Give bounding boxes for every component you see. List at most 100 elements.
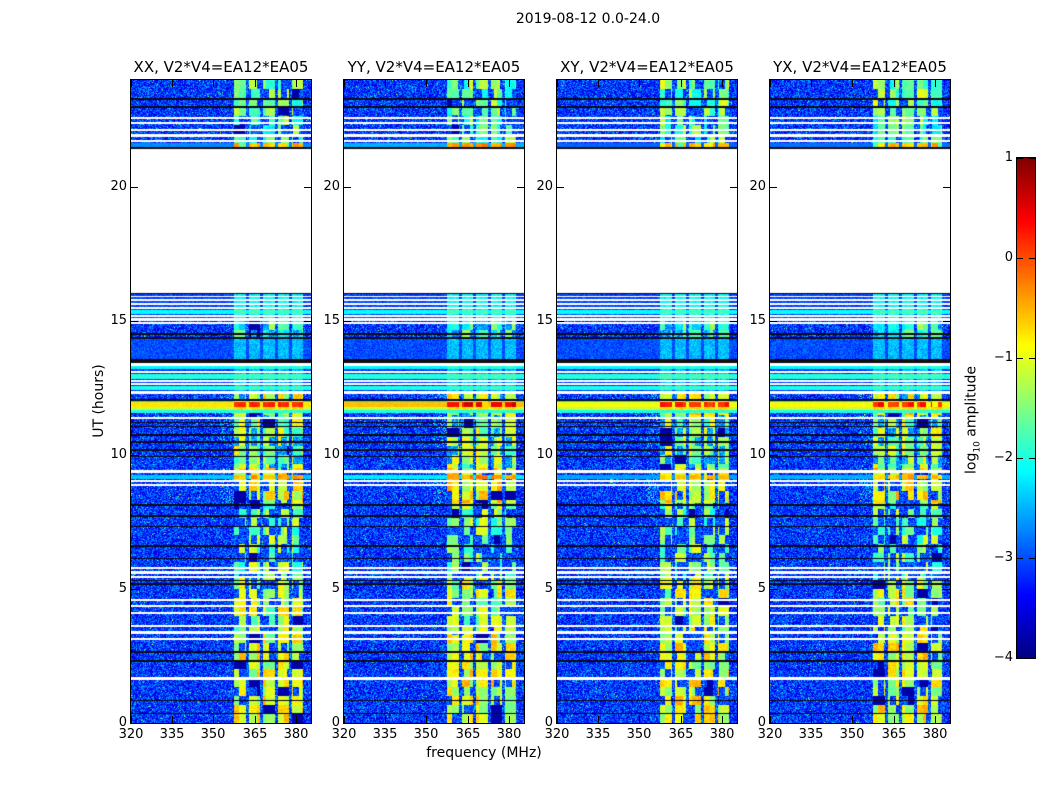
y-tick-right (943, 455, 950, 456)
figure-title: 2019-08-12 0.0-24.0 (515, 11, 661, 27)
x-tick-label: 350 (413, 727, 439, 742)
y-tick-right (943, 589, 950, 590)
y-tick-label: 15 (110, 313, 127, 328)
x-tick-label: 320 (118, 727, 144, 742)
colorbar-tick (1017, 358, 1023, 359)
y-tick-label: 10 (110, 447, 127, 462)
x-tick-top (722, 80, 723, 87)
y-tick-label: 10 (536, 447, 553, 462)
y-tick (770, 321, 777, 322)
x-tick-top (852, 80, 853, 87)
colorbar-tick-label: 1 (1004, 150, 1013, 165)
colorbar-tick-right (1029, 158, 1035, 159)
y-tick (557, 187, 564, 188)
y-tick (770, 589, 777, 590)
y-tick (131, 723, 138, 724)
x-tick-top (557, 80, 558, 87)
y-tick-right (943, 187, 950, 188)
y-tick-label: 10 (323, 447, 340, 462)
y-tick-right (517, 321, 524, 322)
colorbar (1017, 158, 1035, 658)
x-tick (894, 716, 895, 723)
x-tick-top (811, 80, 812, 87)
x-tick (770, 716, 771, 723)
y-tick (344, 321, 351, 322)
x-tick-top (894, 80, 895, 87)
spectrogram-panel-xy (557, 80, 737, 723)
x-tick-top (639, 80, 640, 87)
x-tick-top (344, 80, 345, 87)
x-tick-label: 380 (496, 727, 522, 742)
x-tick (811, 716, 812, 723)
y-tick (557, 723, 564, 724)
y-tick (344, 455, 351, 456)
x-tick (172, 716, 173, 723)
x-tick-top (296, 80, 297, 87)
colorbar-tick-right (1029, 658, 1035, 659)
x-tick-label: 380 (922, 727, 948, 742)
x-tick-label: 350 (626, 727, 652, 742)
y-tick-right (730, 321, 737, 322)
y-tick-right (943, 321, 950, 322)
y-tick (557, 455, 564, 456)
y-tick (557, 321, 564, 322)
y-tick (770, 723, 777, 724)
y-tick-right (517, 187, 524, 188)
panel-title-xy: XY, V2*V4=EA12*EA05 (560, 58, 734, 76)
x-tick (598, 716, 599, 723)
x-tick (509, 716, 510, 723)
y-tick-label: 20 (323, 179, 340, 194)
y-axis-label: UT (hours) (91, 364, 107, 438)
colorbar-tick (1017, 658, 1023, 659)
y-tick-label: 0 (331, 715, 340, 730)
y-tick-label: 5 (331, 581, 340, 596)
x-tick-top (426, 80, 427, 87)
y-tick-label: 5 (544, 581, 553, 596)
y-tick-label: 0 (544, 715, 553, 730)
y-tick-right (730, 455, 737, 456)
panel-frame-xy (556, 79, 738, 724)
x-tick (385, 716, 386, 723)
x-tick-top (598, 80, 599, 87)
y-tick (344, 723, 351, 724)
x-tick (344, 716, 345, 723)
spectrogram-panel-yx (770, 80, 950, 723)
x-tick (255, 716, 256, 723)
x-tick-top (770, 80, 771, 87)
x-tick-top (172, 80, 173, 87)
panel-title-yy: YY, V2*V4=EA12*EA05 (347, 58, 521, 76)
x-tick-top (385, 80, 386, 87)
x-tick (426, 716, 427, 723)
colorbar-label-prefix: log (963, 452, 980, 474)
x-tick (639, 716, 640, 723)
x-tick (935, 716, 936, 723)
y-tick-right (304, 723, 311, 724)
x-axis-label: frequency (MHz) (426, 745, 542, 761)
x-tick-label: 335 (372, 727, 398, 742)
y-tick (131, 455, 138, 456)
colorbar-tick-label: −2 (993, 450, 1013, 465)
y-tick-right (943, 723, 950, 724)
y-tick-right (517, 723, 524, 724)
colorbar-tick-label: 0 (1004, 250, 1013, 265)
x-tick (557, 716, 558, 723)
y-tick-label: 10 (749, 447, 766, 462)
y-tick-right (730, 589, 737, 590)
x-tick (852, 716, 853, 723)
x-tick-top (131, 80, 132, 87)
x-tick-top (935, 80, 936, 87)
panel-title-yx: YX, V2*V4=EA12*EA05 (773, 58, 947, 76)
x-tick (681, 716, 682, 723)
panel-frame-yx (769, 79, 951, 724)
y-tick-right (304, 187, 311, 188)
y-tick-right (730, 187, 737, 188)
spectrogram-panel-xx (131, 80, 311, 723)
x-tick (722, 716, 723, 723)
colorbar-tick (1017, 558, 1023, 559)
x-tick-label: 320 (544, 727, 570, 742)
x-tick-top (509, 80, 510, 87)
x-tick-top (255, 80, 256, 87)
y-tick-right (304, 589, 311, 590)
y-tick-right (304, 321, 311, 322)
colorbar-tick-label: −1 (993, 350, 1013, 365)
